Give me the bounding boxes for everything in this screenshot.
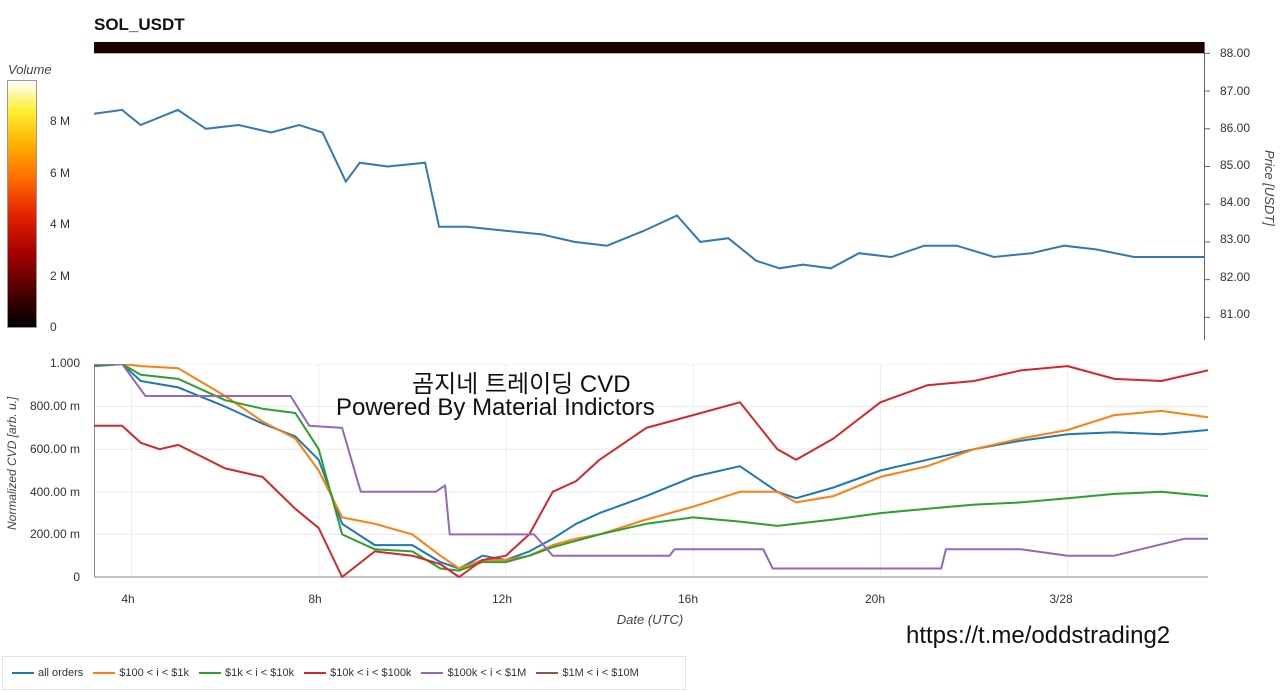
cvd-tick-0: 0 (73, 570, 80, 584)
legend-item-1k-10k[interactable]: $1k < i < $10k (198, 667, 295, 679)
legend-label: $100 < i < $1k (119, 667, 189, 679)
price-tick-87: 87.00 (1220, 84, 1251, 98)
price-axis (1204, 42, 1210, 340)
legend-swatch (198, 672, 221, 674)
volume-heatmap[interactable] (94, 42, 1204, 340)
legend-item-1m-10m[interactable]: $1M < i < $10M (536, 667, 639, 679)
price-tick-88: 88.00 (1220, 46, 1251, 60)
price-tick-81: 81.00 (1220, 307, 1251, 321)
annotation-title: 곰지네 트레이딩 CVD (412, 371, 631, 398)
annotation-powered-by: Powered By Material Indictors (336, 394, 655, 421)
colorbar-tick-8m: 8 M (50, 114, 71, 128)
x-tick-3-28: 3/28 (1049, 592, 1073, 606)
cvd-series-line (94, 365, 1208, 578)
legend: all orders $100 < i < $1k $1k < i < $10k… (2, 656, 686, 690)
x-tick-16h: 16h (677, 592, 699, 606)
cvd-series-line (94, 364, 1208, 570)
x-tick-4h: 4h (121, 592, 135, 606)
volume-colorbar (7, 80, 37, 328)
legend-swatch (421, 672, 444, 674)
legend-label: $100k < i < $1M (447, 667, 527, 679)
telegram-link[interactable]: https://t.me/oddstrading2 (906, 622, 1171, 649)
colorbar-tick-6m: 6 M (50, 166, 71, 180)
colorbar-tick-2m: 2 M (50, 269, 71, 283)
legend-item-100-1k[interactable]: $100 < i < $1k (93, 667, 189, 679)
x-tick-12h: 12h (491, 592, 513, 606)
colorbar-tick-0: 0 (50, 320, 57, 334)
legend-label: $10k < i < $100k (330, 667, 412, 679)
colorbar-tick-4m: 4 M (50, 217, 71, 231)
price-tick-85: 85.00 (1220, 158, 1251, 172)
cvd-tick-1000: 1.000 (49, 356, 80, 370)
price-tick-84: 84.00 (1220, 195, 1251, 209)
cvd-axes (94, 364, 1208, 578)
legend-item-100k-1m[interactable]: $100k < i < $1M (421, 667, 526, 679)
cvd-tick-200: 200.00 m (29, 527, 80, 541)
legend-swatch (536, 672, 559, 674)
cvd-series-line (94, 364, 1208, 572)
legend-swatch (12, 672, 34, 674)
cvd-series-line (94, 364, 1208, 570)
cvd-axis-label: Normalized CVD [arb. u.] (5, 396, 19, 530)
x-axis-label: Date (UTC) (616, 612, 684, 627)
cvd-line-chart[interactable] (94, 364, 1208, 578)
colorbar-title: Volume (8, 62, 52, 77)
cvd-tick-800: 800.00 m (29, 399, 80, 413)
price-axis-label: Price [USDT] (1262, 150, 1277, 226)
x-tick-8h: 8h (308, 592, 322, 606)
cvd-tick-400: 400.00 m (29, 485, 80, 499)
legend-item-10k-100k[interactable]: $10k < i < $100k (304, 667, 411, 679)
legend-swatch (304, 672, 327, 674)
legend-label: $1k < i < $10k (224, 667, 295, 679)
price-tick-86: 86.00 (1220, 121, 1251, 135)
x-tick-20h: 20h (864, 592, 886, 606)
legend-item-all-orders[interactable]: all orders (12, 667, 83, 679)
chart-title: SOL_USDT (94, 15, 185, 34)
price-line (94, 108, 1204, 270)
legend-label: $1M < i < $10M (562, 667, 639, 679)
price-tick-83: 83.00 (1220, 232, 1251, 246)
legend-swatch (93, 672, 116, 674)
cvd-tick-600: 600.00 m (29, 442, 80, 456)
cvd-plot-area (94, 364, 1208, 577)
legend-label: all orders (38, 667, 84, 679)
price-tick-82: 82.00 (1220, 270, 1251, 284)
heatmap-cell (94, 42, 1204, 54)
